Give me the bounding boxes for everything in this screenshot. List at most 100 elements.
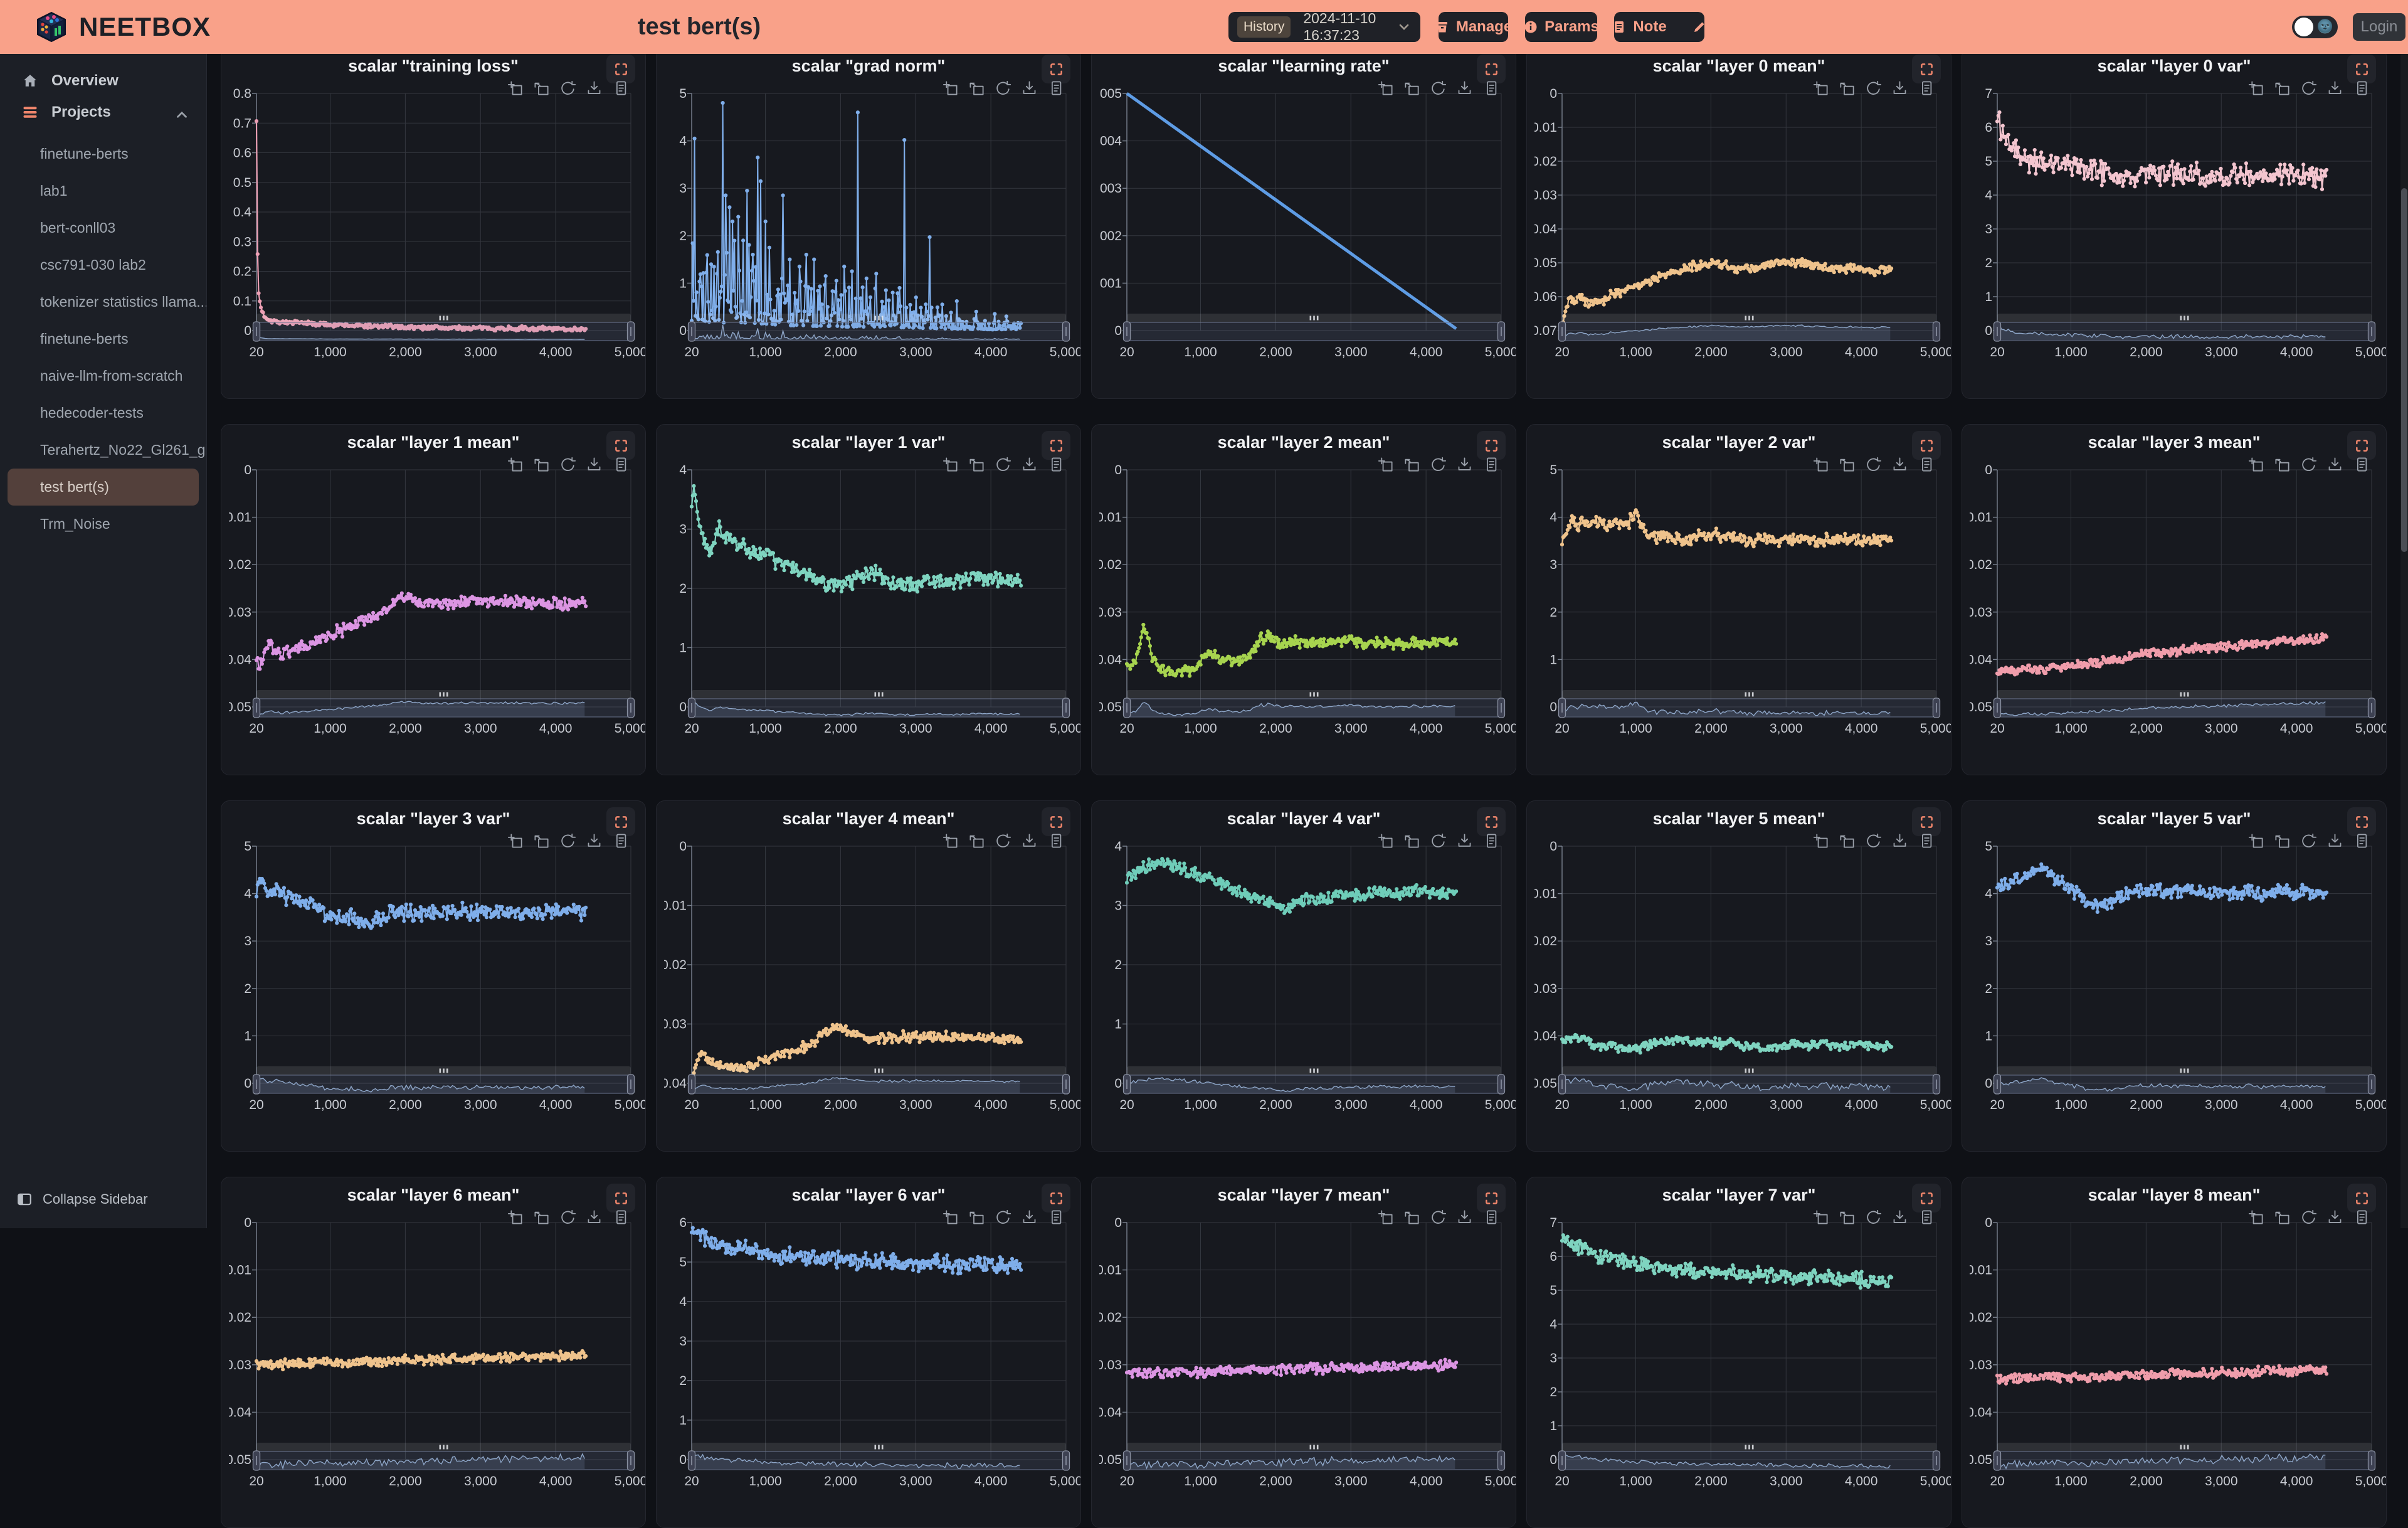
datazoom-handle-left[interactable] [1559, 698, 1566, 718]
datazoom-slider[interactable] [689, 1443, 1070, 1470]
datazoom-handle-right[interactable] [628, 322, 635, 341]
save-image-icon[interactable] [1456, 456, 1473, 473]
data-view-icon[interactable] [1482, 1209, 1499, 1226]
sidebar-item-project[interactable]: finetune-berts [0, 135, 206, 172]
datazoom-handle-right[interactable] [2368, 1451, 2375, 1470]
restore-icon[interactable] [559, 832, 576, 849]
data-view-icon[interactable] [1047, 1209, 1064, 1226]
zoom-select-icon[interactable] [507, 1209, 524, 1226]
zoom-select-icon[interactable] [1812, 80, 1829, 97]
restore-icon[interactable] [1430, 1209, 1447, 1226]
restore-icon[interactable] [559, 80, 576, 97]
datazoom-handle-left[interactable] [1124, 1074, 1131, 1094]
datazoom-handle-left[interactable] [1124, 322, 1131, 341]
datazoom-handle-right[interactable] [1063, 698, 1070, 718]
save-image-icon[interactable] [1021, 1209, 1038, 1226]
datazoom-slider[interactable] [689, 690, 1070, 718]
zoom-select-icon[interactable] [1377, 832, 1394, 849]
zoom-select-icon[interactable] [942, 832, 959, 849]
data-view-icon[interactable] [1918, 456, 1935, 473]
save-image-icon[interactable] [1456, 1209, 1473, 1226]
zoom-select-icon[interactable] [507, 456, 524, 473]
data-view-icon[interactable] [612, 80, 629, 97]
page-scrollbar-thumb[interactable] [2401, 188, 2407, 552]
datazoom-slider[interactable] [1994, 690, 2375, 718]
datazoom-handle-left[interactable] [253, 1451, 260, 1470]
data-view-icon[interactable] [612, 456, 629, 473]
zoom-reset-icon[interactable] [968, 80, 985, 97]
sidebar-item-project[interactable]: hedecoder-tests [0, 395, 206, 432]
zoom-reset-icon[interactable] [1403, 80, 1420, 97]
save-image-icon[interactable] [586, 832, 603, 849]
zoom-select-icon[interactable] [942, 80, 959, 97]
zoom-reset-icon[interactable] [1403, 1209, 1420, 1226]
zoom-reset-icon[interactable] [2274, 1209, 2291, 1226]
login-button[interactable]: Login [2353, 13, 2405, 41]
datazoom-handle-right[interactable] [1498, 322, 1505, 341]
datazoom-handle-left[interactable] [689, 322, 695, 341]
datazoom-handle-left[interactable] [253, 1074, 260, 1094]
save-image-icon[interactable] [1021, 80, 1038, 97]
datazoom-slider[interactable] [689, 1066, 1070, 1094]
datazoom-slider[interactable] [1559, 314, 1940, 341]
zoom-select-icon[interactable] [942, 456, 959, 473]
zoom-reset-icon[interactable] [968, 832, 985, 849]
datazoom-handle-right[interactable] [1498, 1451, 1505, 1470]
zoom-reset-icon[interactable] [533, 80, 550, 97]
data-view-icon[interactable] [1047, 80, 1064, 97]
history-dropdown[interactable]: History 2024-11-10 16:37:23 [1228, 12, 1420, 42]
zoom-reset-icon[interactable] [968, 456, 985, 473]
restore-icon[interactable] [2300, 456, 2317, 473]
datazoom-handle-right[interactable] [1063, 1074, 1070, 1094]
datazoom-handle-left[interactable] [1994, 1451, 2001, 1470]
restore-icon[interactable] [2300, 1209, 2317, 1226]
datazoom-slider[interactable] [253, 1443, 635, 1470]
zoom-select-icon[interactable] [1812, 456, 1829, 473]
sidebar-item-projects[interactable]: Projects [0, 97, 206, 128]
theme-toggle[interactable]: 🌚 [2292, 16, 2338, 38]
data-view-icon[interactable] [1482, 456, 1499, 473]
data-view-icon[interactable] [612, 832, 629, 849]
restore-icon[interactable] [1430, 80, 1447, 97]
zoom-select-icon[interactable] [1377, 456, 1394, 473]
save-image-icon[interactable] [1891, 456, 1908, 473]
zoom-select-icon[interactable] [2247, 1209, 2264, 1226]
zoom-reset-icon[interactable] [533, 1209, 550, 1226]
manage-button[interactable]: Manage [1439, 12, 1508, 42]
data-view-icon[interactable] [2353, 1209, 2370, 1226]
zoom-select-icon[interactable] [1377, 80, 1394, 97]
datazoom-slider[interactable] [1994, 314, 2375, 341]
datazoom-handle-right[interactable] [1063, 1451, 1070, 1470]
datazoom-handle-right[interactable] [2368, 698, 2375, 718]
sidebar-item-project[interactable]: finetune-berts [0, 321, 206, 358]
data-view-icon[interactable] [1918, 80, 1935, 97]
restore-icon[interactable] [995, 456, 1011, 473]
zoom-reset-icon[interactable] [1839, 832, 1856, 849]
restore-icon[interactable] [1865, 832, 1882, 849]
data-view-icon[interactable] [1482, 80, 1499, 97]
restore-icon[interactable] [2300, 80, 2317, 97]
sidebar-item-project[interactable]: tokenizer statistics llama... [0, 284, 206, 321]
zoom-select-icon[interactable] [1377, 1209, 1394, 1226]
restore-icon[interactable] [559, 1209, 576, 1226]
zoom-reset-icon[interactable] [1839, 456, 1856, 473]
restore-icon[interactable] [1865, 80, 1882, 97]
datazoom-slider[interactable] [1124, 314, 1505, 341]
zoom-reset-icon[interactable] [1403, 832, 1420, 849]
datazoom-handle-right[interactable] [2368, 1074, 2375, 1094]
datazoom-handle-left[interactable] [1124, 698, 1131, 718]
data-view-icon[interactable] [1918, 832, 1935, 849]
zoom-select-icon[interactable] [942, 1209, 959, 1226]
datazoom-handle-right[interactable] [628, 698, 635, 718]
datazoom-handle-left[interactable] [1994, 1074, 2001, 1094]
